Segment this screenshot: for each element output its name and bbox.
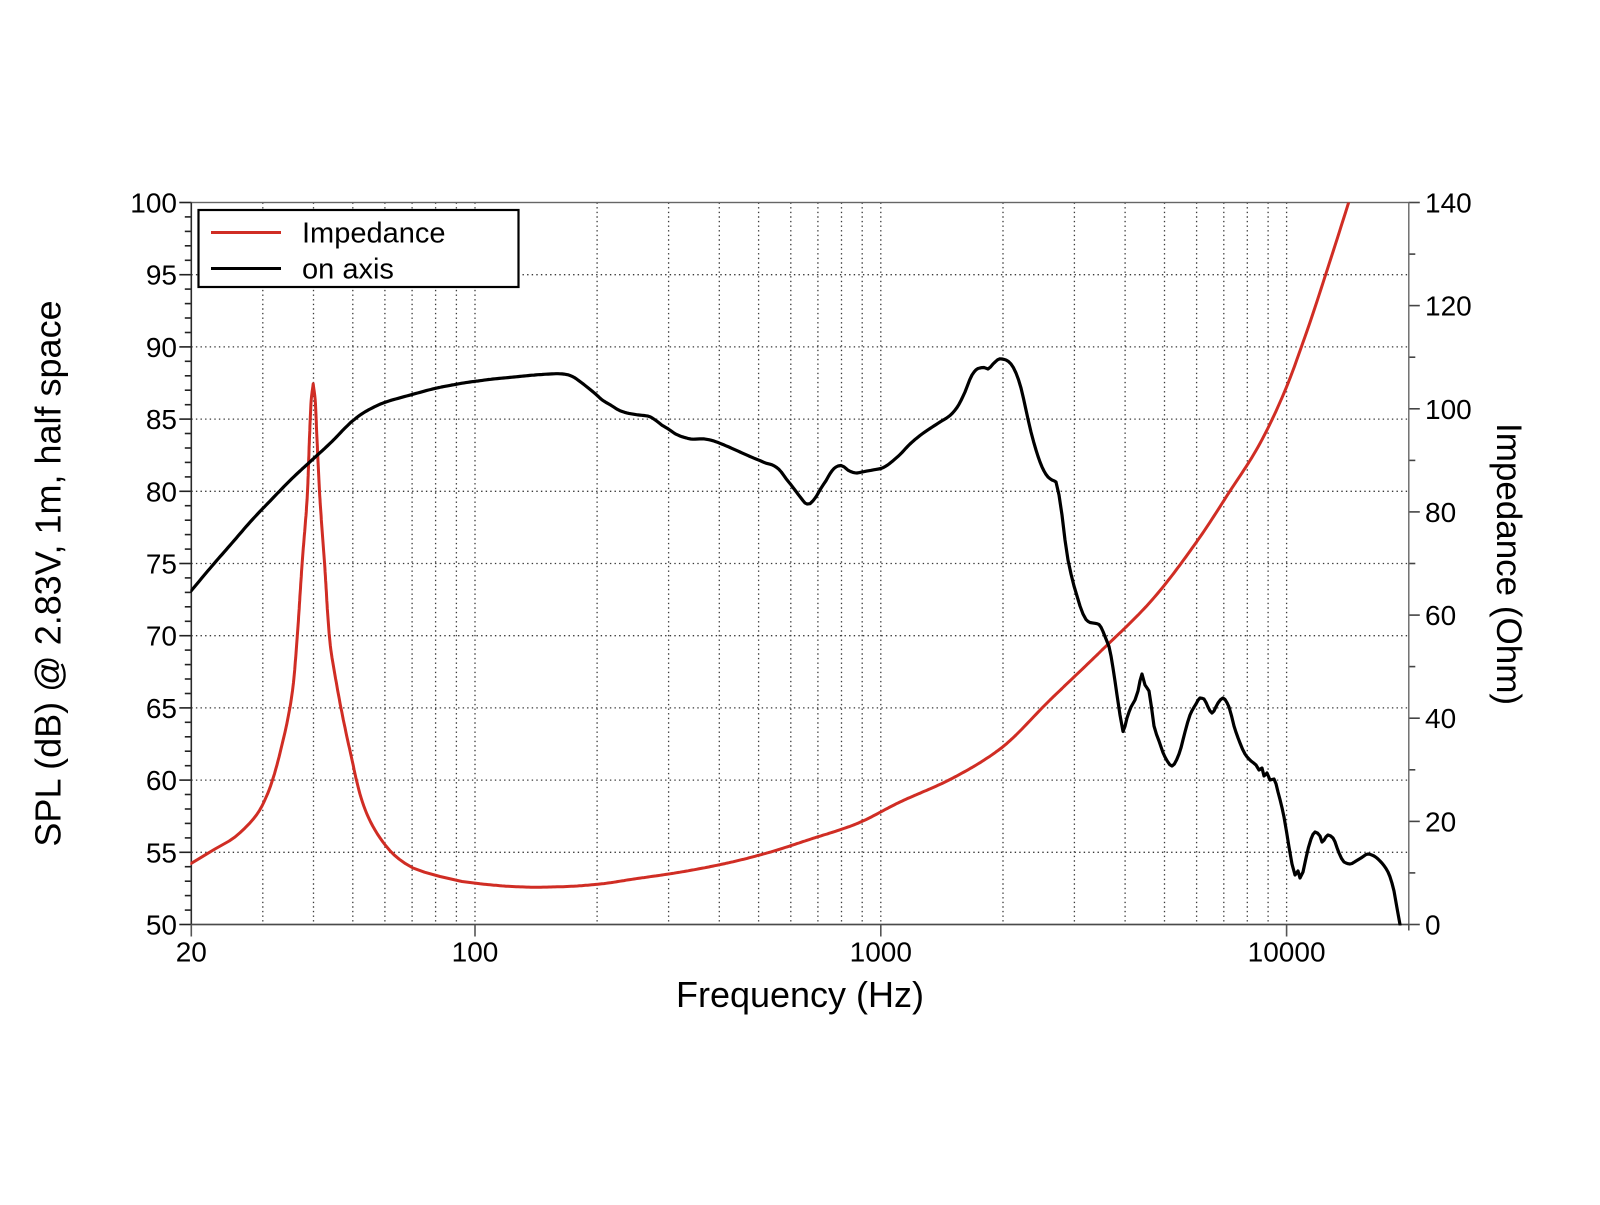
svg-text:60: 60 (146, 765, 177, 796)
svg-text:100: 100 (130, 188, 177, 219)
svg-text:80: 80 (1425, 497, 1456, 528)
svg-text:20: 20 (176, 937, 207, 968)
svg-text:100: 100 (452, 937, 499, 968)
svg-text:80: 80 (146, 476, 177, 507)
svg-text:Impedance (Ohm): Impedance (Ohm) (1489, 423, 1528, 705)
svg-text:85: 85 (146, 404, 177, 435)
svg-text:20: 20 (1425, 806, 1456, 837)
svg-text:Frequency (Hz): Frequency (Hz) (676, 974, 924, 1015)
svg-text:140: 140 (1425, 188, 1472, 219)
svg-text:90: 90 (146, 332, 177, 363)
svg-text:Impedance: Impedance (302, 218, 446, 250)
svg-text:on axis: on axis (302, 254, 394, 286)
svg-text:10000: 10000 (1248, 937, 1326, 968)
svg-text:50: 50 (146, 910, 177, 941)
svg-text:75: 75 (146, 549, 177, 580)
svg-text:SPL (dB) @ 2.83V, 1m, half spa: SPL (dB) @ 2.83V, 1m, half space (28, 300, 69, 846)
svg-text:100: 100 (1425, 394, 1472, 425)
svg-text:55: 55 (146, 837, 177, 868)
svg-text:95: 95 (146, 260, 177, 291)
svg-text:60: 60 (1425, 600, 1456, 631)
svg-text:65: 65 (146, 693, 177, 724)
svg-text:70: 70 (146, 621, 177, 652)
svg-text:0: 0 (1425, 910, 1441, 941)
svg-text:120: 120 (1425, 291, 1472, 322)
svg-text:40: 40 (1425, 703, 1456, 734)
svg-text:1000: 1000 (850, 937, 912, 968)
